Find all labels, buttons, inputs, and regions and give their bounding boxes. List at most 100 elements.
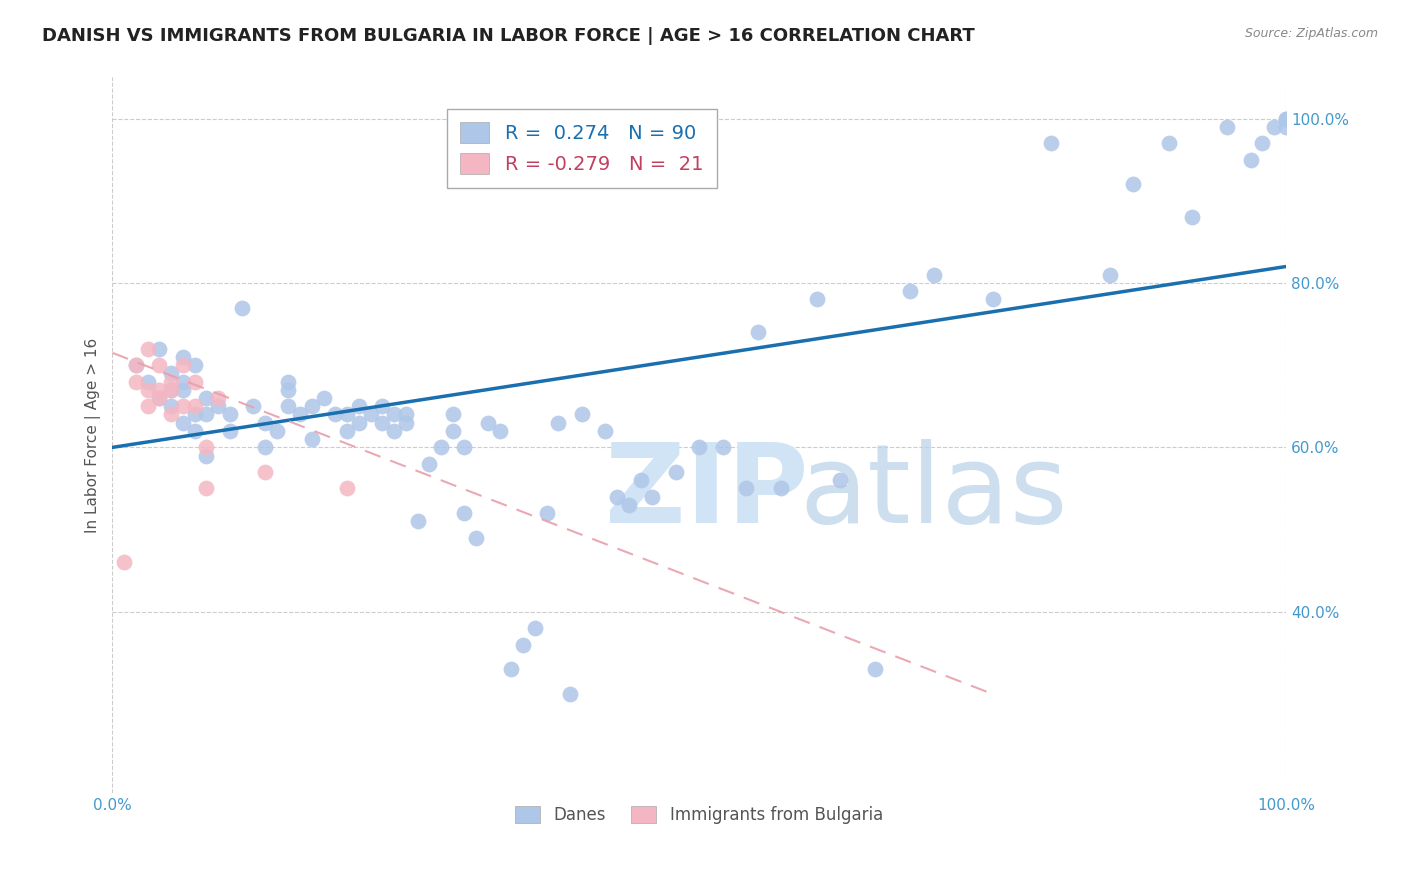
Point	[207, 399, 229, 413]
Legend: Danes, Immigrants from Bulgaria: Danes, Immigrants from Bulgaria	[506, 797, 893, 834]
Point	[512, 638, 534, 652]
Point	[1263, 120, 1285, 134]
Point	[183, 424, 205, 438]
Text: DANISH VS IMMIGRANTS FROM BULGARIA IN LABOR FORCE | AGE > 16 CORRELATION CHART: DANISH VS IMMIGRANTS FROM BULGARIA IN LA…	[42, 27, 974, 45]
Point	[406, 514, 429, 528]
Point	[195, 441, 218, 455]
Point	[148, 358, 170, 372]
Point	[195, 449, 218, 463]
Point	[382, 408, 405, 422]
Point	[160, 399, 183, 413]
Point	[218, 408, 240, 422]
Point	[207, 391, 229, 405]
Point	[148, 383, 170, 397]
Point	[183, 375, 205, 389]
Point	[336, 424, 359, 438]
Point	[172, 416, 194, 430]
Point	[770, 482, 793, 496]
Point	[301, 399, 323, 413]
Point	[630, 473, 652, 487]
Point	[828, 473, 851, 487]
Point	[1275, 112, 1298, 126]
Point	[160, 383, 183, 397]
Point	[148, 391, 170, 405]
Point	[922, 268, 945, 282]
Point	[1098, 268, 1121, 282]
Point	[253, 416, 276, 430]
Point	[125, 358, 148, 372]
Point	[558, 687, 581, 701]
Point	[1216, 120, 1239, 134]
Point	[418, 457, 440, 471]
Point	[606, 490, 628, 504]
Point	[641, 490, 664, 504]
Point	[1251, 136, 1274, 151]
Point	[253, 441, 276, 455]
Point	[395, 416, 418, 430]
Point	[288, 408, 311, 422]
Point	[160, 375, 183, 389]
Point	[1181, 210, 1204, 224]
Point	[547, 416, 569, 430]
Point	[453, 506, 475, 520]
Point	[172, 383, 194, 397]
Point	[735, 482, 758, 496]
Point	[336, 408, 359, 422]
Point	[347, 416, 370, 430]
Point	[981, 293, 1004, 307]
Point	[172, 350, 194, 364]
Point	[242, 399, 264, 413]
Point	[183, 358, 205, 372]
Point	[617, 498, 640, 512]
Point	[218, 424, 240, 438]
Point	[266, 424, 288, 438]
Point	[1275, 112, 1298, 126]
Point	[301, 432, 323, 446]
Point	[477, 416, 499, 430]
Point	[125, 375, 148, 389]
Point	[160, 383, 183, 397]
Point	[441, 408, 464, 422]
Point	[1157, 136, 1180, 151]
Text: ZIP: ZIP	[606, 439, 808, 546]
Y-axis label: In Labor Force | Age > 16: In Labor Force | Age > 16	[86, 337, 101, 533]
Point	[1240, 153, 1263, 167]
Point	[395, 408, 418, 422]
Point	[523, 621, 546, 635]
Point	[277, 399, 299, 413]
Point	[136, 399, 159, 413]
Point	[231, 301, 253, 315]
Point	[688, 441, 710, 455]
Text: atlas: atlas	[799, 439, 1067, 546]
Point	[360, 408, 382, 422]
Point	[136, 342, 159, 356]
Point	[172, 399, 194, 413]
Point	[183, 399, 205, 413]
Point	[465, 531, 488, 545]
Point	[136, 383, 159, 397]
Point	[125, 358, 148, 372]
Point	[160, 408, 183, 422]
Point	[441, 424, 464, 438]
Point	[172, 375, 194, 389]
Point	[1275, 120, 1298, 134]
Point	[277, 383, 299, 397]
Point	[183, 408, 205, 422]
Point	[325, 408, 347, 422]
Point	[747, 326, 769, 340]
Point	[536, 506, 558, 520]
Point	[382, 424, 405, 438]
Point	[336, 482, 359, 496]
Point	[195, 482, 218, 496]
Point	[371, 399, 394, 413]
Point	[453, 441, 475, 455]
Point	[711, 441, 734, 455]
Point	[172, 358, 194, 372]
Point	[148, 342, 170, 356]
Point	[371, 416, 394, 430]
Point	[665, 465, 688, 479]
Point	[900, 284, 922, 298]
Point	[501, 662, 523, 676]
Point	[112, 556, 135, 570]
Point	[160, 367, 183, 381]
